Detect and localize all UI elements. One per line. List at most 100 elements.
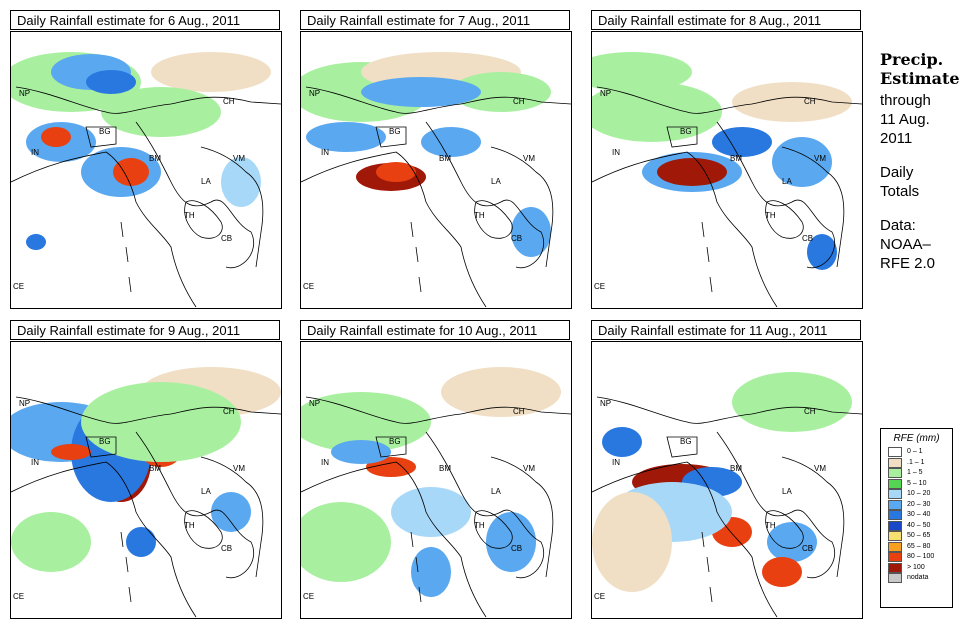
rainfall-legend: RFE (mm) 0 – 1 .1 – 1 1 – 5 5 – 10 10 – 20 20… (880, 428, 953, 608)
country-label-np: NP (600, 89, 612, 98)
country-label-ce: CE (303, 592, 315, 601)
legend-swatch (888, 552, 902, 562)
panel-title: Daily Rainfall estimate for 11 Aug., 201… (591, 320, 861, 340)
country-label-in: IN (31, 458, 39, 467)
rainfall-map: NP BG IN BM CH VM LA TH CB CE (300, 341, 572, 619)
legend-item: 80 – 100 (888, 552, 952, 563)
caption-date-1: 11 Aug. (880, 111, 930, 128)
legend-item: 1 – 5 (888, 468, 952, 479)
country-label-bm: BM (149, 154, 161, 163)
country-label-in: IN (321, 458, 329, 467)
legend-swatch (888, 531, 902, 541)
rainfall-panel-1: Daily Rainfall estimate for 6 Aug., 2011… (10, 10, 282, 309)
country-label-vm: VM (233, 154, 245, 163)
country-label-th: TH (184, 211, 195, 220)
legend-swatch (888, 447, 902, 457)
legend-swatch (888, 520, 902, 531)
country-label-vm: VM (523, 464, 535, 473)
rainfall-panel-4: Daily Rainfall estimate for 9 Aug., 2011… (10, 320, 282, 619)
legend-swatch (888, 510, 902, 520)
country-label-ce: CE (594, 592, 606, 601)
country-label-ch: CH (804, 97, 816, 106)
country-label-bg: BG (680, 437, 692, 446)
country-label-th: TH (474, 211, 485, 220)
rainfall-panel-5: Daily Rainfall estimate for 10 Aug., 201… (300, 320, 572, 619)
rainfall-panel-6: Daily Rainfall estimate for 11 Aug., 201… (591, 320, 863, 619)
country-label-ce: CE (13, 592, 25, 601)
country-label-ch: CH (223, 97, 235, 106)
country-label-ce: CE (13, 282, 25, 291)
legend-swatch (888, 478, 902, 489)
country-label-la: LA (782, 487, 792, 496)
country-label-vm: VM (814, 154, 826, 163)
country-label-cb: CB (802, 234, 814, 243)
caption-daily-1: Daily (880, 164, 914, 181)
rainfall-panel-2: Daily Rainfall estimate for 7 Aug., 2011… (300, 10, 572, 309)
country-label-vm: VM (523, 154, 535, 163)
country-label-th: TH (474, 521, 485, 530)
legend-label: 65 – 80 (907, 542, 931, 550)
country-label-in: IN (612, 148, 620, 157)
country-label-bg: BG (389, 437, 401, 446)
country-label-np: NP (19, 399, 31, 408)
legend-label: .1 – 1 (907, 458, 925, 466)
legend-item: 40 – 50 (888, 520, 952, 532)
country-label-ce: CE (594, 282, 606, 291)
caption-data-3: RFE 2.0 (880, 255, 936, 272)
country-label-la: LA (201, 177, 211, 186)
country-label-in: IN (321, 148, 329, 157)
legend-item: > 100 (888, 562, 952, 574)
legend-title: RFE (mm) (893, 433, 940, 444)
country-label-np: NP (309, 89, 321, 98)
rainfall-map: NP BG IN BM CH VM LA TH CB CE (10, 31, 282, 309)
legend-item: 30 – 40 (888, 510, 952, 521)
country-label-in: IN (612, 458, 620, 467)
rainfall-map: NP BG IN BM CH VM LA TH CB CE (10, 341, 282, 619)
country-label-np: NP (309, 399, 321, 408)
panel-title: Daily Rainfall estimate for 6 Aug., 2011 (10, 10, 280, 30)
legend-item: 50 – 65 (888, 531, 952, 542)
country-label-th: TH (184, 521, 195, 530)
country-label-cb: CB (221, 234, 233, 243)
legend-label: 30 – 40 (907, 511, 931, 518)
panel-title: Daily Rainfall estimate for 8 Aug., 2011 (591, 10, 861, 30)
legend-swatch (888, 499, 902, 510)
country-label-ch: CH (804, 407, 816, 416)
caption-heading-2: Estimate (880, 69, 960, 88)
legend-item: 5 – 10 (888, 478, 952, 490)
country-label-in: IN (31, 148, 39, 157)
country-label-ch: CH (223, 407, 235, 416)
legend-label: 5 – 10 (907, 479, 927, 487)
legend-item: 0 – 1 (888, 447, 952, 458)
country-label-np: NP (600, 399, 612, 408)
country-label-ch: CH (513, 97, 525, 106)
legend-label: 40 – 50 (907, 521, 931, 529)
country-label-bg: BG (99, 437, 111, 446)
panel-title: Daily Rainfall estimate for 9 Aug., 2011 (10, 320, 280, 340)
country-label-bg: BG (99, 127, 111, 136)
legend-swatch (888, 468, 902, 478)
panel-title: Daily Rainfall estimate for 7 Aug., 2011 (300, 10, 570, 30)
country-label-bm: BM (149, 464, 161, 473)
legend-label: 80 – 100 (907, 553, 935, 560)
caption-data-1: Data: (880, 217, 916, 234)
legend-label: 0 – 1 (907, 448, 923, 455)
rainfall-map: NP BG IN BM CH VM LA TH CB CE (300, 31, 572, 309)
country-label-la: LA (491, 487, 501, 496)
legend-label: nodata (907, 574, 929, 581)
legend-label: 1 – 5 (907, 469, 923, 476)
country-label-cb: CB (511, 544, 523, 553)
country-label-cb: CB (802, 544, 814, 553)
rainfall-panel-3: Daily Rainfall estimate for 8 Aug., 2011… (591, 10, 863, 309)
legend-item: .1 – 1 (888, 457, 952, 469)
country-label-bg: BG (680, 127, 692, 136)
country-label-ch: CH (513, 407, 525, 416)
country-label-th: TH (765, 521, 776, 530)
legend-item: 10 – 20 (888, 489, 952, 500)
rainfall-map: NP BG IN BM CH VM LA TH CB CE (591, 31, 863, 309)
legend-swatch (888, 562, 902, 573)
country-label-cb: CB (511, 234, 523, 243)
legend-label: 50 – 65 (907, 532, 931, 539)
country-label-bm: BM (439, 464, 451, 473)
caption-date-2: 2011 (880, 130, 913, 147)
